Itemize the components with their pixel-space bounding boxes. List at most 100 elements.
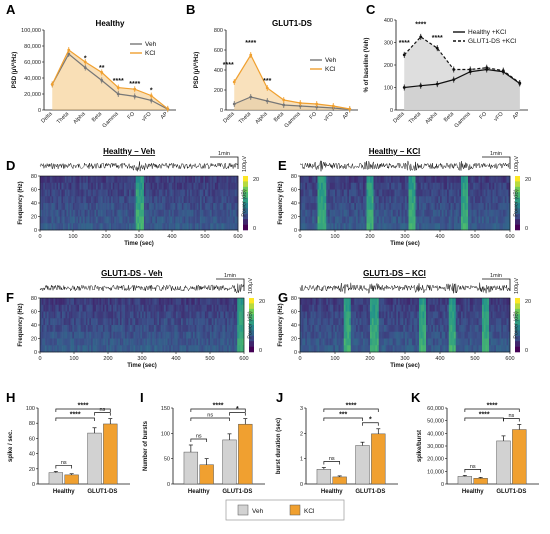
panel-g-heatmap-cell	[343, 345, 346, 353]
panel-e-heatmap-cell	[368, 189, 371, 197]
panel-g-heatmap-cell	[450, 298, 453, 306]
panel-f-colorbar-cell	[249, 325, 254, 331]
panel-f-heatmap-cell	[89, 338, 92, 346]
panel-d-heatmap-cell	[234, 209, 237, 217]
panel-e-heatmap-cell	[370, 182, 373, 190]
panel-i-bracket	[229, 412, 246, 416]
panel-d-heatmap-cell	[43, 203, 46, 211]
panel-d-heatmap-cell	[102, 203, 105, 211]
panel-e-heatmap-cell	[370, 203, 373, 211]
panel-e-heatmap-cell	[314, 176, 317, 184]
panel-e-colorbar-cell	[515, 224, 520, 231]
panel-g-heatmap-cell	[387, 338, 390, 346]
panel-e-heatmap-cell	[508, 223, 511, 231]
panel-e-heatmap-cell	[315, 196, 318, 204]
panel-g-heatmap-cell	[483, 311, 486, 319]
panel-f-heatmap-cell	[104, 331, 107, 339]
panel-d-heatmap-cell	[61, 176, 64, 184]
panel-f-heatmap-cell	[215, 311, 218, 319]
panel-f-heatmap-cell	[63, 345, 66, 353]
panel-d-heatmap-cell	[127, 203, 130, 211]
panel-g-heatmap-cell	[366, 298, 369, 306]
panel-g-heatmap-cell	[489, 318, 492, 326]
panel-d-heatmap-cell	[173, 182, 176, 190]
panel-f-heatmap-cell	[233, 325, 236, 333]
panel-f-heatmap-cell	[206, 318, 209, 326]
panel-f-heatmap-cell	[79, 304, 82, 312]
panel-d-heatmap-cell	[193, 203, 196, 211]
panel-g-heatmap-cell	[459, 298, 462, 306]
panel-f-heatmap-cell	[72, 345, 75, 353]
panel-e-heatmap-cell	[377, 189, 380, 197]
panel-g-heatmap-cell	[405, 298, 408, 306]
panel-d-heatmap-cell	[193, 209, 196, 217]
panel-f-heatmap-cell	[45, 311, 48, 319]
panel-d-heatmap-cell	[127, 196, 130, 204]
panel-g-heatmap-cell	[349, 304, 352, 312]
panel-e-heatmap-cell	[464, 203, 467, 211]
panel-f-heatmap-cell	[84, 338, 87, 346]
panel-g-heatmap-cell	[436, 318, 439, 326]
panel-g-heatmap-cell	[356, 331, 359, 339]
panel-g-heatmap-cell	[305, 345, 308, 353]
panel-f-heatmap-cell	[82, 325, 85, 333]
panel-c-xtick-label: FO	[479, 111, 489, 121]
panel-g-colorbar-tick: 20	[525, 299, 531, 305]
panel-g-heatmap-cell	[359, 318, 362, 326]
panel-e-heatmap-cell	[333, 176, 336, 184]
panel-a-ytick-label: 20,000	[24, 92, 41, 98]
panel-f-heatmap-cell	[121, 304, 124, 312]
panel-f-heatmap-cell	[135, 345, 138, 353]
panel-f-heatmap-cell	[80, 325, 83, 333]
panel-e-heatmap-cell	[305, 182, 308, 190]
panel-d-scalebar-amp: 100µV	[242, 156, 248, 172]
panel-g-heatmap-cell	[328, 331, 331, 339]
panel-d-heatmap-cell	[137, 196, 140, 204]
panel-g-heatmap-cell	[389, 311, 392, 319]
panel-e-heatmap-cell	[361, 189, 364, 197]
panel-f-heatmap-cell	[198, 345, 201, 353]
panel-e-heatmap-cell	[331, 209, 334, 217]
panel-f-heatmap-cell	[148, 338, 151, 346]
panel-e-heatmap-cell	[417, 196, 420, 204]
panel-e-heatmap-cell	[434, 216, 437, 224]
panel-f-heatmap-cell	[220, 318, 223, 326]
panel-e-heatmap-cell	[454, 203, 457, 211]
panel-f-heatmap-cell	[199, 304, 202, 312]
panel-g-heatmap-cell	[433, 331, 436, 339]
panel-f-heatmap-cell	[186, 304, 189, 312]
panel-f-heatmap-cell	[104, 311, 107, 319]
panel-g-heatmap-cell	[461, 298, 464, 306]
panel-f-heatmap-cell	[67, 318, 70, 326]
panel-g-heatmap-cell	[377, 304, 380, 312]
panel-d-heatmap-cell	[63, 182, 66, 190]
panel-e-heatmap-cell	[448, 216, 451, 224]
panel-e-heatmap-cell	[462, 189, 465, 197]
panel-f-heatmap-cell	[187, 338, 190, 346]
panel-d-heatmap-cell	[76, 209, 79, 217]
panel-g-heatmap-cell	[408, 331, 411, 339]
panel-f-heatmap-cell	[68, 338, 71, 346]
panel-g-heatmap-cell	[361, 345, 364, 353]
panel-d-heatmap-cell	[218, 216, 221, 224]
panel-d-heatmap-cell	[221, 203, 224, 211]
panel-d-heatmap-cell	[173, 223, 176, 231]
panel-d-heatmap-cell	[223, 223, 226, 231]
panel-f-heatmap-cell	[240, 331, 243, 339]
panel-d-heatmap-cell	[223, 182, 226, 190]
panel-f-heatmap-cell	[221, 318, 224, 326]
panel-e-heatmap-cell	[448, 223, 451, 231]
panel-f-heatmap-cell	[140, 325, 143, 333]
panel-f-xtick-label: 600	[239, 356, 248, 362]
panel-g-heatmap-cell	[429, 298, 432, 306]
panel-b-ylabel: PSD (µV²/Hz)	[193, 52, 200, 88]
panel-g-heatmap-cell	[492, 298, 495, 306]
panel-d-heatmap-cell	[173, 176, 176, 184]
panel-d-heatmap-cell	[139, 216, 141, 224]
panel-d-heatmap-cell	[213, 203, 216, 211]
panel-e-heatmap-cell	[466, 223, 469, 231]
panel-f-heatmap-cell	[136, 318, 139, 326]
panel-g-heatmap-cell	[338, 304, 341, 312]
panel-e-heatmap-cell	[436, 189, 439, 197]
panel-g-heatmap-cell	[415, 298, 418, 306]
